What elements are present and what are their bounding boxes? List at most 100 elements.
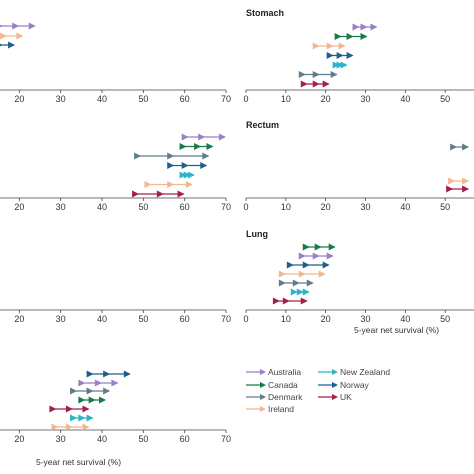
x-tick-label: 10 — [281, 314, 291, 324]
x-tick-label: 30 — [360, 314, 370, 324]
x-tick-label: 50 — [440, 314, 450, 324]
data-point-arrow — [336, 61, 344, 69]
data-point-arrow — [218, 133, 226, 141]
series-row-uk — [300, 80, 330, 88]
data-point-arrow — [82, 405, 90, 413]
data-point-arrow — [322, 261, 330, 269]
panel-right-middle: 0 10 20 30 40 50 — [243, 143, 474, 212]
data-point-arrow — [202, 152, 210, 160]
data-point-arrow — [360, 33, 368, 40]
series-row-australia — [181, 133, 226, 141]
data-point-arrow — [322, 80, 330, 88]
legend-label-australia: Australia — [268, 367, 301, 377]
data-point-arrow — [446, 185, 454, 193]
x-tick-label: 20 — [14, 434, 24, 444]
legend-swatch-arrow — [260, 382, 266, 388]
x-tick-label: 50 — [440, 202, 450, 212]
series-row-norway — [286, 261, 330, 269]
x-tick-label: 70 — [221, 314, 231, 324]
data-point-arrow — [70, 387, 78, 395]
x-tick-label: 70 — [221, 94, 231, 104]
x-tick-label: 50 — [138, 202, 148, 212]
data-point-arrow — [167, 152, 175, 160]
data-point-arrow — [187, 171, 195, 179]
data-point-arrow — [86, 414, 94, 422]
legend: Australia Canada Denmark Ireland New Zea… — [246, 367, 390, 414]
series-row-ireland — [448, 177, 470, 185]
series-row-uk — [446, 185, 470, 193]
x-tick-label: 60 — [180, 94, 190, 104]
x-tick-label: 40 — [97, 94, 107, 104]
legend-swatch-arrow — [260, 406, 266, 412]
data-point-arrow — [300, 80, 308, 88]
series-row-ireland — [144, 181, 193, 188]
legend-swatch-arrow — [260, 394, 266, 400]
data-point-arrow — [462, 143, 470, 151]
data-point-arrow — [16, 32, 24, 40]
legend-item-canada: Canada — [246, 380, 298, 390]
data-point-arrow — [167, 181, 175, 188]
data-point-arrow — [0, 43, 3, 47]
data-point-arrow — [156, 190, 164, 198]
data-point-arrow — [326, 252, 334, 260]
data-point-arrow — [0, 32, 7, 40]
legend-item-new-zealand: New Zealand — [318, 367, 390, 377]
x-tick-label: 50 — [138, 314, 148, 324]
legend-item-ireland: Ireland — [246, 404, 294, 414]
panel-left-top: 20 30 40 50 60 70 — [0, 22, 231, 104]
data-point-arrow — [86, 387, 94, 395]
series-row-canada — [334, 33, 368, 40]
data-point-arrow — [88, 396, 96, 404]
x-tick-label: 40 — [400, 202, 410, 212]
x-tick-label: 30 — [360, 202, 370, 212]
x-tick-label: 20 — [321, 202, 331, 212]
x-tick-label: 40 — [97, 314, 107, 324]
x-tick-label: 60 — [180, 202, 190, 212]
series-row-new-zealand — [332, 61, 348, 69]
legend-item-uk: UK — [318, 392, 352, 402]
series-row-new-zealand — [70, 414, 94, 422]
series-row-denmark — [134, 152, 210, 160]
data-point-arrow — [82, 423, 90, 431]
x-tick-label: 60 — [180, 314, 190, 324]
data-point-arrow — [352, 23, 360, 31]
x-tick-label: 40 — [97, 202, 107, 212]
data-point-arrow — [86, 370, 94, 378]
data-point-arrow — [179, 171, 187, 179]
data-point-arrow — [181, 133, 189, 141]
data-point-arrow — [206, 143, 214, 150]
rectum-panel-title: Rectum — [246, 120, 279, 130]
data-point-arrow — [334, 33, 342, 40]
data-point-arrow — [134, 152, 142, 160]
panel-left-bottom: 20 30 40 50 60 70 — [0, 370, 231, 444]
data-point-arrow — [123, 370, 131, 378]
series-row-australia — [352, 23, 378, 31]
series-row-ireland — [312, 42, 346, 50]
series-row-norway — [326, 52, 354, 59]
data-point-arrow — [298, 252, 306, 260]
series-row-ireland — [0, 32, 24, 40]
data-point-arrow — [302, 243, 310, 251]
data-point-arrow — [181, 162, 189, 169]
bottom-left-x-axis-title: 5-year net survival (%) — [36, 457, 121, 467]
data-point-arrow — [103, 387, 111, 395]
data-point-arrow — [167, 162, 175, 169]
x-tick-label: 0 — [243, 94, 248, 104]
data-point-arrow — [302, 261, 310, 269]
data-point-arrow — [286, 261, 294, 269]
data-point-arrow — [185, 181, 193, 188]
data-point-arrow — [326, 42, 334, 50]
x-tick-label: 40 — [97, 434, 107, 444]
x-tick-label: 20 — [321, 94, 331, 104]
x-tick-label: 50 — [138, 94, 148, 104]
legend-label-uk: UK — [340, 392, 352, 402]
series-row-canada — [179, 143, 214, 150]
data-point-arrow — [111, 379, 119, 387]
x-tick-label: 0 — [243, 314, 248, 324]
x-tick-label: 0 — [243, 202, 248, 212]
data-point-arrow — [296, 288, 304, 296]
lung-panel-title: Lung — [246, 229, 268, 239]
data-point-arrow — [336, 52, 344, 59]
legend-label-new-zealand: New Zealand — [340, 367, 390, 377]
x-tick-label: 40 — [400, 94, 410, 104]
